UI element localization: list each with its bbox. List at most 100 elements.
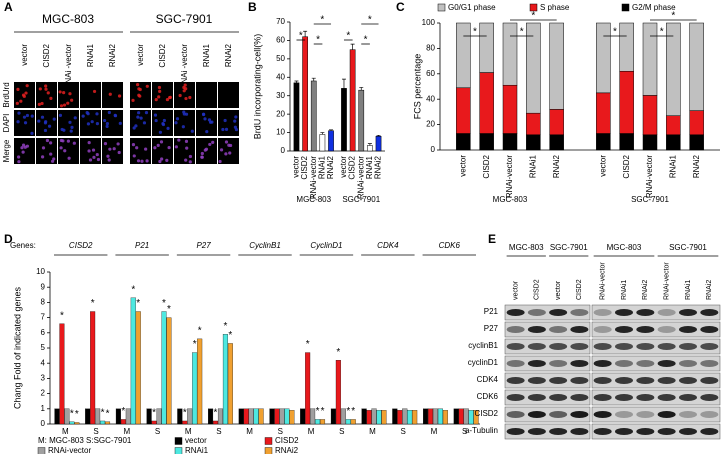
bar-segment xyxy=(479,133,494,151)
blot-band xyxy=(549,309,568,316)
panel-label: D xyxy=(4,232,13,246)
cell xyxy=(44,84,48,88)
blot-band xyxy=(636,360,655,367)
protein-label: a-Tubulin xyxy=(465,426,498,435)
x-tick-label: S xyxy=(462,427,467,436)
cell xyxy=(95,152,99,157)
cell xyxy=(158,130,163,134)
cell xyxy=(20,146,24,150)
cell xyxy=(37,119,41,123)
blot-panel xyxy=(591,389,721,406)
blot-band xyxy=(678,411,697,418)
blot-panel xyxy=(591,423,721,440)
legend-swatch xyxy=(37,447,46,454)
bar xyxy=(59,323,65,425)
bar xyxy=(95,408,101,425)
column-label: RNAi1 xyxy=(202,43,211,67)
significance-mark: * xyxy=(198,326,202,337)
significance-mark: * xyxy=(306,339,310,350)
bar-segment xyxy=(526,22,541,114)
cell xyxy=(46,91,50,95)
bar xyxy=(310,408,316,425)
blot-panel xyxy=(591,321,721,338)
cell xyxy=(108,92,112,96)
cell xyxy=(184,87,188,91)
blot-band xyxy=(570,326,589,333)
bar-segment xyxy=(666,115,681,136)
group-label: MGC-803 xyxy=(493,195,528,204)
cell xyxy=(58,90,62,94)
column-label: CISD2 xyxy=(42,43,51,67)
cell xyxy=(207,118,212,122)
micrograph xyxy=(102,138,123,164)
cell xyxy=(205,129,209,134)
legend-label: RNAi1 xyxy=(185,446,209,454)
cell xyxy=(160,157,164,161)
blot-band xyxy=(657,360,676,367)
cell xyxy=(30,131,34,135)
bar-segment xyxy=(549,22,564,110)
blot-band xyxy=(636,326,655,333)
bar xyxy=(358,89,365,152)
significance-mark: * xyxy=(316,35,320,46)
significance-mark: * xyxy=(473,27,477,38)
bar xyxy=(376,410,382,425)
cell xyxy=(144,147,148,151)
bar xyxy=(69,421,75,425)
legend-swatch xyxy=(174,447,183,454)
blot-band xyxy=(614,309,633,316)
y-tick-label: 100 xyxy=(422,18,436,27)
cell xyxy=(85,111,89,115)
blot-panel xyxy=(591,406,721,423)
blot-band xyxy=(657,343,676,350)
row-label: DAPI xyxy=(2,114,11,133)
y-tick-label: 80 xyxy=(426,44,435,53)
blot-band xyxy=(636,343,655,350)
cell xyxy=(47,124,52,128)
bar xyxy=(177,408,183,425)
blot-band xyxy=(570,394,589,401)
cell xyxy=(165,158,169,162)
legend-swatch xyxy=(437,3,446,12)
blot-band xyxy=(700,428,719,435)
cell xyxy=(106,154,110,158)
x-tick-label: CISD2 xyxy=(622,154,631,178)
x-tick-label: vector xyxy=(598,155,607,177)
significance-mark: * xyxy=(531,11,535,22)
blot-band xyxy=(506,309,525,316)
y-tick-label: 9 xyxy=(41,282,46,291)
blot-band xyxy=(549,377,568,384)
cell xyxy=(62,103,67,107)
blot-band xyxy=(527,360,546,367)
blot-band xyxy=(678,326,697,333)
cell xyxy=(21,150,25,154)
cell xyxy=(62,91,66,95)
blot-band xyxy=(549,428,568,435)
micrograph xyxy=(196,82,217,108)
bar xyxy=(371,408,377,425)
cell xyxy=(204,147,209,151)
cell xyxy=(112,147,116,151)
legend-swatch xyxy=(174,437,183,445)
y-tick-label: 1 xyxy=(41,404,46,413)
bar xyxy=(427,408,434,425)
bar xyxy=(330,408,336,425)
blot-panel xyxy=(504,355,591,372)
cell xyxy=(184,96,188,101)
cell xyxy=(136,115,140,119)
cell xyxy=(70,98,74,102)
bar-segment xyxy=(502,84,518,134)
cell xyxy=(24,91,28,95)
micrograph xyxy=(174,110,195,136)
cell xyxy=(158,89,162,93)
legend-label: G0/G1 phase xyxy=(448,3,496,12)
bar xyxy=(90,311,96,425)
bar xyxy=(269,408,275,425)
significance-mark: * xyxy=(660,27,664,38)
bar xyxy=(243,408,249,425)
panel-label: E xyxy=(488,232,496,246)
cell xyxy=(87,141,91,145)
cell xyxy=(69,129,73,133)
bar xyxy=(293,82,300,152)
lane-label: vector xyxy=(512,280,519,300)
